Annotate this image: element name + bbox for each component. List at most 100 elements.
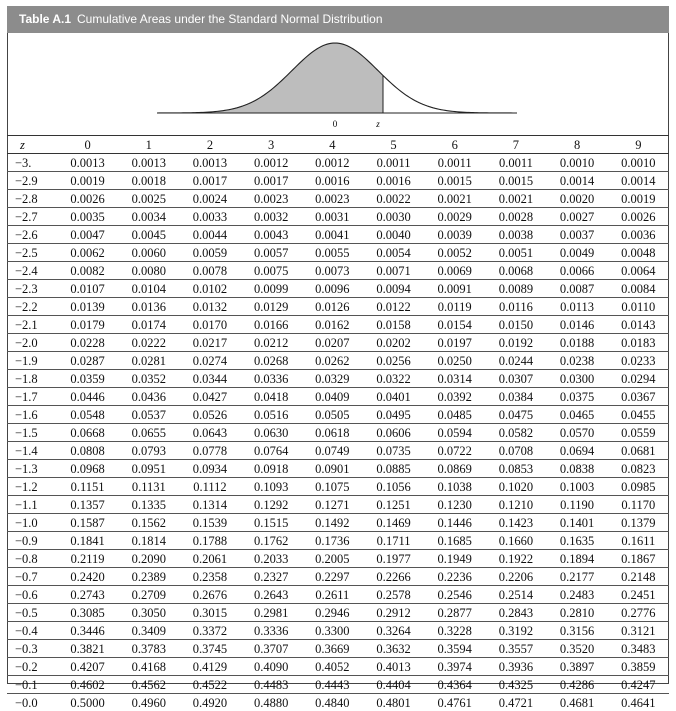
probability-cell: 0.2546 (424, 586, 485, 604)
probability-cell: 0.0029 (424, 208, 485, 226)
probability-cell: 0.1562 (118, 514, 179, 532)
probability-cell: 0.0485 (424, 406, 485, 424)
probability-cell: 0.0049 (547, 244, 608, 262)
probability-cell: 0.0174 (118, 316, 179, 334)
probability-cell: 0.3336 (241, 622, 302, 640)
probability-cell: 0.0655 (118, 424, 179, 442)
probability-cell: 0.0032 (241, 208, 302, 226)
probability-cell: 0.4761 (424, 694, 485, 711)
probability-cell: 0.4052 (302, 658, 363, 676)
probability-cell: 0.0418 (241, 388, 302, 406)
probability-cell: 0.2358 (179, 568, 240, 586)
z-value-cell: −2.8 (7, 190, 57, 208)
probability-cell: 0.0126 (302, 298, 363, 316)
probability-cell: 0.0025 (118, 190, 179, 208)
column-header-8: 8 (547, 136, 608, 154)
probability-cell: 0.3483 (608, 640, 669, 658)
probability-cell: 0.0014 (608, 172, 669, 190)
probability-cell: 0.3859 (608, 658, 669, 676)
probability-cell: 0.0401 (363, 388, 424, 406)
probability-cell: 0.2090 (118, 550, 179, 568)
probability-cell: 0.0808 (57, 442, 118, 460)
probability-cell: 0.0735 (363, 442, 424, 460)
probability-cell: 0.2451 (608, 586, 669, 604)
probability-cell: 0.0202 (363, 334, 424, 352)
probability-cell: 0.0110 (608, 298, 669, 316)
probability-cell: 0.0287 (57, 352, 118, 370)
probability-cell: 0.0606 (363, 424, 424, 442)
probability-cell: 0.4443 (302, 676, 363, 694)
z-value-cell: −2.0 (7, 334, 57, 352)
probability-cell: 0.0233 (608, 352, 669, 370)
probability-cell: 0.0066 (547, 262, 608, 280)
probability-cell: 0.1075 (302, 478, 363, 496)
probability-cell: 0.0222 (118, 334, 179, 352)
z-value-cell: −2.5 (7, 244, 57, 262)
probability-cell: 0.0027 (547, 208, 608, 226)
probability-cell: 0.0033 (179, 208, 240, 226)
probability-cell: 0.0104 (118, 280, 179, 298)
probability-cell: 0.0228 (57, 334, 118, 352)
probability-cell: 0.2810 (547, 604, 608, 622)
probability-cell: 0.3446 (57, 622, 118, 640)
probability-cell: 0.0455 (608, 406, 669, 424)
probability-cell: 0.3015 (179, 604, 240, 622)
probability-cell: 0.1635 (547, 532, 608, 550)
probability-cell: 0.4404 (363, 676, 424, 694)
probability-cell: 0.1292 (241, 496, 302, 514)
probability-cell: 0.0192 (485, 334, 546, 352)
probability-cell: 0.4325 (485, 676, 546, 694)
probability-cell: 0.0154 (424, 316, 485, 334)
probability-cell: 0.1056 (363, 478, 424, 496)
mean-label: 0 (333, 119, 338, 129)
probability-cell: 0.1922 (485, 550, 546, 568)
probability-cell: 0.0166 (241, 316, 302, 334)
probability-cell: 0.0294 (608, 370, 669, 388)
probability-cell: 0.0618 (302, 424, 363, 442)
normal-curve-svg: 0 z (7, 33, 669, 135)
probability-cell: 0.0048 (608, 244, 669, 262)
probability-cell: 0.4960 (118, 694, 179, 711)
probability-cell: 0.0013 (118, 154, 179, 172)
probability-cell: 0.0041 (302, 226, 363, 244)
probability-cell: 0.1251 (363, 496, 424, 514)
probability-cell: 0.0281 (118, 352, 179, 370)
probability-cell: 0.2676 (179, 586, 240, 604)
probability-cell: 0.0934 (179, 460, 240, 478)
z-value-cell: −3. (7, 154, 57, 172)
probability-cell: 0.0179 (57, 316, 118, 334)
probability-cell: 0.0026 (57, 190, 118, 208)
probability-cell: 0.2611 (302, 586, 363, 604)
probability-cell: 0.0060 (118, 244, 179, 262)
z-value-cell: −2.3 (7, 280, 57, 298)
probability-cell: 0.0764 (241, 442, 302, 460)
probability-cell: 0.3632 (363, 640, 424, 658)
probability-cell: 0.2297 (302, 568, 363, 586)
probability-cell: 0.0010 (547, 154, 608, 172)
probability-cell: 0.0047 (57, 226, 118, 244)
probability-cell: 0.0010 (608, 154, 669, 172)
probability-cell: 0.1867 (608, 550, 669, 568)
probability-cell: 0.0023 (241, 190, 302, 208)
probability-cell: 0.0011 (424, 154, 485, 172)
probability-cell: 0.4013 (363, 658, 424, 676)
z-label: z (375, 119, 380, 129)
probability-cell: 0.0116 (485, 298, 546, 316)
probability-cell: 0.0039 (424, 226, 485, 244)
probability-cell: 0.0143 (608, 316, 669, 334)
probability-cell: 0.0985 (608, 478, 669, 496)
probability-cell: 0.0028 (485, 208, 546, 226)
probability-cell: 0.0359 (57, 370, 118, 388)
probability-cell: 0.0119 (424, 298, 485, 316)
probability-cell: 0.1611 (608, 532, 669, 550)
probability-cell: 0.0256 (363, 352, 424, 370)
